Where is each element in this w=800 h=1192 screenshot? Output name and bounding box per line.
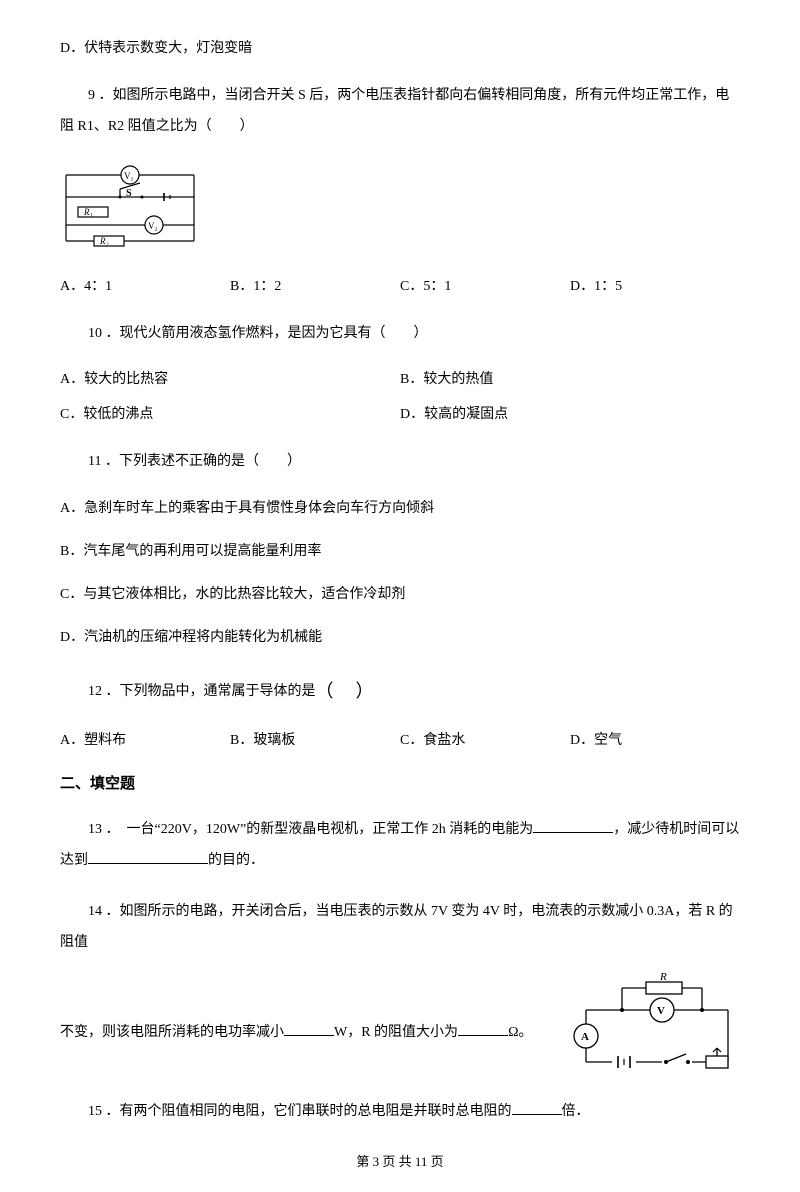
q14-part2: W，R 的阻值大小为 [334, 1025, 458, 1040]
q11-option-d: D．汽油机的压缩冲程将内能转化为机械能 [60, 627, 740, 648]
q10-options-row2: C．较低的沸点 D．较高的凝固点 [60, 404, 740, 425]
q9-option-b: B．1：2 [230, 276, 400, 297]
q9-r1-label: R₁ [83, 207, 93, 217]
q12-intro-text: 12 ．下列物品中，通常属于导体的是 [88, 684, 316, 699]
q13-blank-1[interactable] [533, 819, 613, 833]
q11-intro: 11 ．下列表述不正确的是（ ） [60, 447, 740, 478]
q10-options-row1: A．较大的比热容 B．较大的热值 [60, 369, 740, 390]
q9-v1-label: V₁ [124, 171, 134, 181]
q15-part1: 15 ．有两个阻值相同的电阻，它们串联时的总电阻是并联时总电阻的 [88, 1104, 512, 1119]
q14-text: 14 ．如图所示的电路，开关闭合后，当电压表的示数从 7V 变为 4V 时，电流… [60, 897, 740, 959]
q13-part1: 13 ． 一台“220V，120W”的新型液晶电视机，正常工作 2h 消耗的电能… [88, 822, 533, 837]
q9-s-label: S [126, 188, 132, 199]
q11-option-c: C．与其它液体相比，水的比热容比较大，适合作冷却剂 [60, 584, 740, 605]
q14-wrapper: 14 ．如图所示的电路，开关闭合后，当电压表的示数从 7V 变为 4V 时，电流… [60, 897, 740, 1098]
q9-intro: 9 ．如图所示电路中，当闭合开关 S 后，两个电压表指针都向右偏转相同角度，所有… [60, 81, 740, 143]
q14-circuit-svg: R V A [572, 970, 740, 1080]
q10-option-d: D．较高的凝固点 [400, 404, 740, 425]
q14-r-label: R [659, 971, 667, 983]
q11-option-a: A．急刹车时车上的乘客由于具有惯性身体会向车行方向倾斜 [60, 498, 740, 519]
q14-a-label: A [581, 1031, 589, 1043]
q9-circuit-svg: R₁ R₂ S V₁ V₂ [60, 163, 200, 251]
q9-circuit-diagram: R₁ R₂ S V₁ V₂ [60, 163, 740, 258]
q15-part2: 倍． [562, 1104, 590, 1119]
q9-option-a: A．4：1 [60, 276, 230, 297]
q9-option-d: D．1：5 [570, 276, 740, 297]
q9-r2-label: R₂ [99, 236, 109, 246]
q10-intro: 10 ．现代火箭用液态氢作燃料，是因为它具有（ ） [60, 319, 740, 350]
q14-v-label: V [657, 1005, 665, 1017]
page-footer: 第 3 页 共 11 页 [60, 1152, 740, 1172]
q14-part3: Ω。 [508, 1025, 532, 1040]
q14-part1-a: 14 ．如图所示的电路，开关闭合后，当电压表的示数从 7V 变为 4V 时，电流… [60, 904, 733, 950]
q12-intro: 12 ．下列物品中，通常属于导体的是（ ） [60, 670, 740, 710]
q15-text: 15 ．有两个阻值相同的电阻，它们串联时的总电阻是并联时总电阻的 倍． [60, 1097, 740, 1128]
section-2-title: 二、填空题 [60, 773, 740, 796]
q10-option-b: B．较大的热值 [400, 369, 740, 390]
q12-options: A．塑料布 B．玻璃板 C．食盐水 D．空气 [60, 730, 740, 751]
q9-v2-label: V₂ [148, 221, 158, 231]
q14-blank-2[interactable] [458, 1022, 508, 1036]
q15-blank-1[interactable] [512, 1101, 562, 1115]
q10-option-c: C．较低的沸点 [60, 404, 400, 425]
q9-options: A．4：1 B．1：2 C．5：1 D．1：5 [60, 276, 740, 297]
q14-part1-b: 不变，则该电阻所消耗的电功率减小 [60, 1025, 284, 1040]
q10-option-a: A．较大的比热容 [60, 369, 400, 390]
q14-blank-1[interactable] [284, 1022, 334, 1036]
q14-circuit-diagram: R V A [572, 970, 740, 1087]
q12-option-b: B．玻璃板 [230, 730, 400, 751]
q13-text: 13 ． 一台“220V，120W”的新型液晶电视机，正常工作 2h 消耗的电能… [60, 815, 740, 877]
q13-part3: 的目的． [208, 853, 264, 868]
q9-option-c: C．5：1 [400, 276, 570, 297]
q8-option-d: D．伏特表示数变大，灯泡变暗 [60, 38, 740, 59]
q12-option-c: C．食盐水 [400, 730, 570, 751]
q12-option-a: A．塑料布 [60, 730, 230, 751]
q13-blank-2[interactable] [88, 850, 208, 864]
q11-option-b: B．汽车尾气的再利用可以提高能量利用率 [60, 541, 740, 562]
q12-option-d: D．空气 [570, 730, 740, 751]
